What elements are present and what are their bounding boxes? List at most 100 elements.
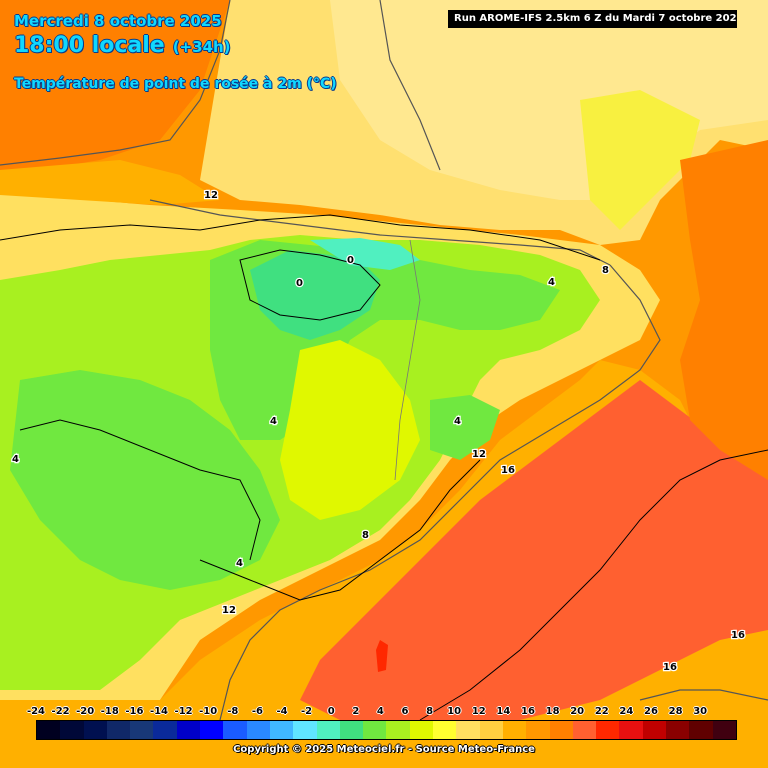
legend-tick-label: 8 xyxy=(426,706,434,717)
contour-0 xyxy=(239,249,381,321)
coastline-mediterranean xyxy=(219,264,661,721)
legend-swatch xyxy=(456,721,480,739)
contour-label: 4 xyxy=(270,416,277,427)
legend-tick-label: 28 xyxy=(668,706,683,717)
legend-swatch xyxy=(200,721,224,739)
parameter-title: Température de point de rosée à 2m (°C) xyxy=(14,76,337,92)
legend-color-bar xyxy=(36,720,737,740)
legend-tick-label: 6 xyxy=(401,706,409,717)
legend-swatch xyxy=(666,721,690,739)
legend-swatch xyxy=(130,721,154,739)
legend-tick-label: -14 xyxy=(149,706,169,717)
legend-swatch xyxy=(293,721,317,739)
contour-12 xyxy=(0,214,601,261)
contour-label: 8 xyxy=(362,530,369,541)
run-info: Run AROME-IFS 2.5km 6 Z du Mardi 7 octob… xyxy=(448,10,737,28)
legend-tick-label: -4 xyxy=(276,706,288,717)
region-coast-atlantic xyxy=(0,160,220,205)
legend-tick-label: 26 xyxy=(644,706,658,717)
legend-swatch xyxy=(619,721,643,739)
legend-swatch xyxy=(83,721,107,739)
region-eastern-sea xyxy=(680,140,768,480)
region-spain-west-green xyxy=(10,370,280,590)
legend-tick-label: 18 xyxy=(545,706,560,717)
copyright: Copyright © 2025 Meteociel.fr - Source M… xyxy=(233,744,535,755)
border-pyrenees xyxy=(149,199,611,266)
region-mediterranean xyxy=(300,380,768,720)
region-island xyxy=(376,640,388,672)
contour-label: 4 xyxy=(12,454,19,465)
contour-8 xyxy=(199,459,481,601)
region-central-yellow xyxy=(280,340,420,520)
legend-swatch xyxy=(572,721,597,739)
legend-tick-label: -6 xyxy=(251,706,263,717)
contour-label: 16 xyxy=(731,630,745,641)
contour-label: 4 xyxy=(236,558,243,569)
coastline-atlantic xyxy=(0,0,231,166)
legend-tick-label: 4 xyxy=(376,706,384,717)
legend-tick-label: 22 xyxy=(594,706,609,717)
legend-swatch xyxy=(60,721,84,739)
contour-label: 0 xyxy=(347,255,354,266)
region-rhone-yellow xyxy=(580,90,700,230)
legend-tick-label: 10 xyxy=(447,706,462,717)
legend-tick-label: 14 xyxy=(496,706,511,717)
region-atlantic xyxy=(0,0,230,170)
forecast-time: 18:00 locale (+34h) xyxy=(14,33,231,58)
legend-swatch xyxy=(433,721,457,739)
forecast-time-value: 18:00 locale xyxy=(14,33,165,58)
legend-swatch xyxy=(526,721,550,739)
region-pyrenees-cyan xyxy=(250,250,380,340)
legend-tick-label: -12 xyxy=(174,706,193,717)
legend-swatch xyxy=(689,721,713,739)
legend-swatch xyxy=(106,721,131,739)
legend-swatch xyxy=(596,721,620,739)
legend-swatch xyxy=(363,721,387,739)
contour-label: 12 xyxy=(222,605,236,616)
legend-labels: -24 -22 -20 -18 -16 -14 -12 -10 -8 -6 -4 -2 0 2 4 6 8 10 1… xyxy=(25,706,745,720)
legend-tick-label: 12 xyxy=(471,706,486,717)
legend-swatch xyxy=(642,721,667,739)
legend-swatch xyxy=(339,721,364,739)
legend-tick-label: 0 xyxy=(327,706,335,717)
contour-label: 8 xyxy=(602,265,609,276)
legend-swatch xyxy=(269,721,294,739)
legend-swatch xyxy=(246,721,270,739)
legend-tick-label: -16 xyxy=(125,706,144,717)
legend-swatch xyxy=(386,721,410,739)
legend-swatch xyxy=(223,721,247,739)
legend-tick-label: -24 xyxy=(26,706,46,717)
contour-4 xyxy=(19,419,261,561)
border-interior xyxy=(394,239,421,481)
legend-tick-label: 16 xyxy=(521,706,535,717)
legend-swatch xyxy=(153,721,177,739)
legend-tick-label: 30 xyxy=(693,706,708,717)
legend-tick-label: -2 xyxy=(301,706,313,717)
contour-label: 16 xyxy=(501,465,515,476)
contour-label: 4 xyxy=(548,277,555,288)
legend-tick-label: -18 xyxy=(100,706,119,717)
legend-swatch xyxy=(549,721,573,739)
region-pyrenees-high xyxy=(310,238,420,270)
legend-swatch xyxy=(479,721,503,739)
region-valencia-green xyxy=(430,395,500,460)
legend-swatch xyxy=(176,721,201,739)
contour-label: 16 xyxy=(663,662,677,673)
legend-swatch xyxy=(37,721,61,739)
contour-label: 12 xyxy=(204,190,218,201)
legend-tick-label: 24 xyxy=(619,706,634,717)
contour-label: 4 xyxy=(454,416,461,427)
legend-tick-label: 20 xyxy=(570,706,585,717)
contour-label: 12 xyxy=(472,449,486,460)
forecast-offset: (+34h) xyxy=(172,38,231,56)
legend-swatch xyxy=(712,721,736,739)
legend-tick-label: -22 xyxy=(51,706,70,717)
forecast-date: Mercredi 8 octobre 2025 xyxy=(14,12,222,30)
legend-tick-label: -8 xyxy=(227,706,239,717)
legend-swatch xyxy=(316,721,340,739)
legend-tick-label: -20 xyxy=(76,706,95,717)
contour-label: 0 xyxy=(296,278,303,289)
legend-tick-label: -10 xyxy=(199,706,218,717)
contour-16 xyxy=(419,449,768,721)
